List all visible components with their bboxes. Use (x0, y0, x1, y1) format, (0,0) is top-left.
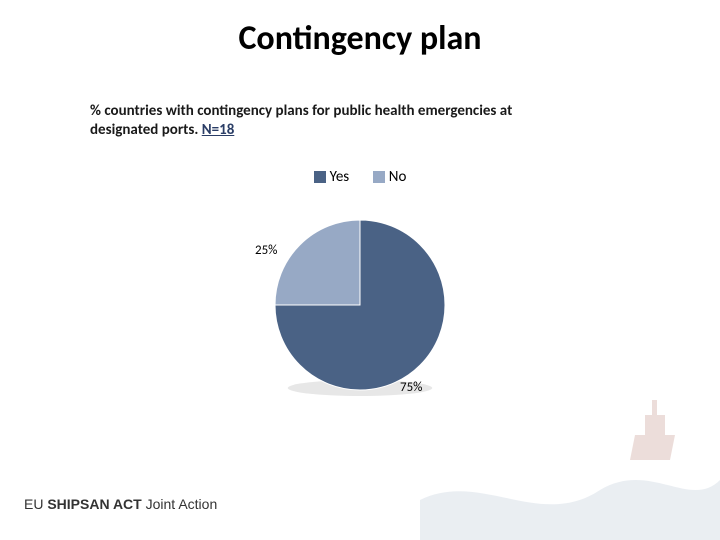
pie-label-no: 25% (255, 243, 277, 258)
legend-swatch-yes (314, 171, 326, 183)
footer-eu: EU (24, 496, 47, 512)
chart-subtitle: % countries with contingency plans for p… (90, 102, 630, 140)
subtitle-line2-prefix: designated ports. (90, 121, 202, 139)
legend-label-yes: Yes (330, 168, 350, 186)
footer-ja: Joint Action (142, 496, 218, 512)
pie-label-yes: 75% (400, 380, 422, 395)
footer-attribution: EU SHIPSAN ACT Joint Action (24, 496, 217, 512)
background-decor (420, 380, 720, 540)
footer-act: SHIPSAN ACT (47, 496, 141, 512)
page-title: Contingency plan (0, 18, 720, 59)
legend-item-yes: Yes (314, 168, 350, 186)
pie-svg (260, 205, 460, 405)
pie-chart (260, 205, 460, 405)
chart-legend: Yes No (0, 168, 720, 188)
legend-swatch-no (373, 171, 385, 183)
subtitle-line1: % countries with contingency plans for p… (90, 102, 512, 120)
legend-item-no: No (373, 168, 407, 186)
legend-label-no: No (389, 168, 407, 186)
subtitle-n: N=18 (202, 121, 235, 139)
